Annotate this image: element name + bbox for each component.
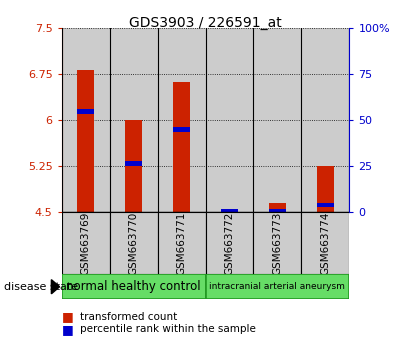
Bar <box>269 209 286 213</box>
Text: ■: ■ <box>62 310 74 323</box>
Bar <box>62 212 110 274</box>
Bar <box>206 212 254 274</box>
Bar <box>157 28 206 212</box>
Text: normal healthy control: normal healthy control <box>66 280 201 293</box>
Bar <box>254 28 301 212</box>
Bar <box>221 209 238 213</box>
Bar <box>110 212 157 274</box>
Bar <box>125 120 142 212</box>
Bar <box>269 203 286 212</box>
Text: GSM663771: GSM663771 <box>177 212 187 275</box>
Text: GSM663774: GSM663774 <box>321 212 330 275</box>
Bar <box>110 28 157 212</box>
Text: GSM663769: GSM663769 <box>81 212 90 275</box>
Bar <box>317 202 334 207</box>
Bar <box>62 274 206 299</box>
Text: disease state: disease state <box>4 282 78 292</box>
Bar <box>317 166 334 212</box>
Bar <box>301 28 349 212</box>
Bar <box>221 209 238 212</box>
Text: ■: ■ <box>62 323 74 336</box>
Bar <box>173 127 190 132</box>
Bar <box>77 70 94 212</box>
Polygon shape <box>51 280 60 294</box>
Text: transformed count: transformed count <box>80 312 178 322</box>
Bar <box>301 212 349 274</box>
Bar <box>157 212 206 274</box>
Bar <box>206 28 254 212</box>
Text: intracranial arterial aneurysm: intracranial arterial aneurysm <box>210 282 345 291</box>
Text: GSM663770: GSM663770 <box>129 212 139 275</box>
Bar <box>77 109 94 114</box>
Bar <box>173 82 190 212</box>
Text: GDS3903 / 226591_at: GDS3903 / 226591_at <box>129 16 282 30</box>
Text: percentile rank within the sample: percentile rank within the sample <box>80 324 256 334</box>
Bar <box>62 28 110 212</box>
Text: GSM663773: GSM663773 <box>272 212 282 275</box>
Bar <box>206 274 349 299</box>
Text: GSM663772: GSM663772 <box>224 212 234 275</box>
Bar <box>125 161 142 166</box>
Bar <box>254 212 301 274</box>
